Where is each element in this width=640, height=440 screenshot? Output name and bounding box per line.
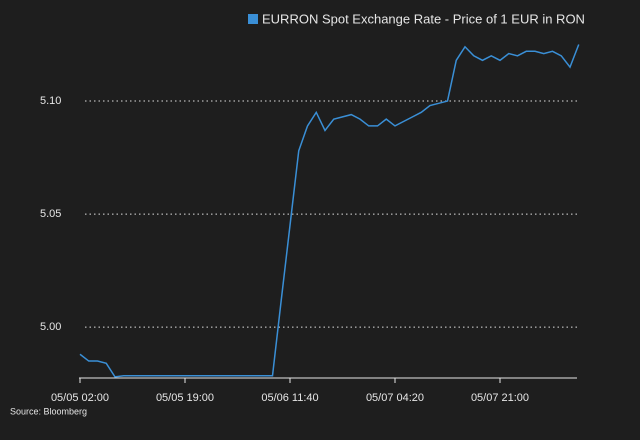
line bbox=[79, 44, 580, 378]
y-tick-label: 5.05 bbox=[40, 208, 61, 220]
y-tick-label: 5.00 bbox=[40, 321, 61, 333]
x-tick-label: 05/06 11:40 bbox=[261, 392, 318, 404]
x-tick-label: 05/05 02:00 bbox=[51, 392, 109, 404]
x-tick-label: 05/07 21:00 bbox=[471, 392, 529, 404]
x-tick-label: 05/05 19:00 bbox=[156, 392, 214, 404]
legend-label: EURRON Spot Exchange Rate - Price of 1 E… bbox=[262, 11, 585, 26]
y-tick-label: 5.10 bbox=[40, 95, 61, 107]
legend-swatch bbox=[248, 14, 258, 24]
source: Source: Bloomberg bbox=[10, 406, 87, 416]
x-tick-label: 05/07 04:20 bbox=[366, 392, 424, 404]
